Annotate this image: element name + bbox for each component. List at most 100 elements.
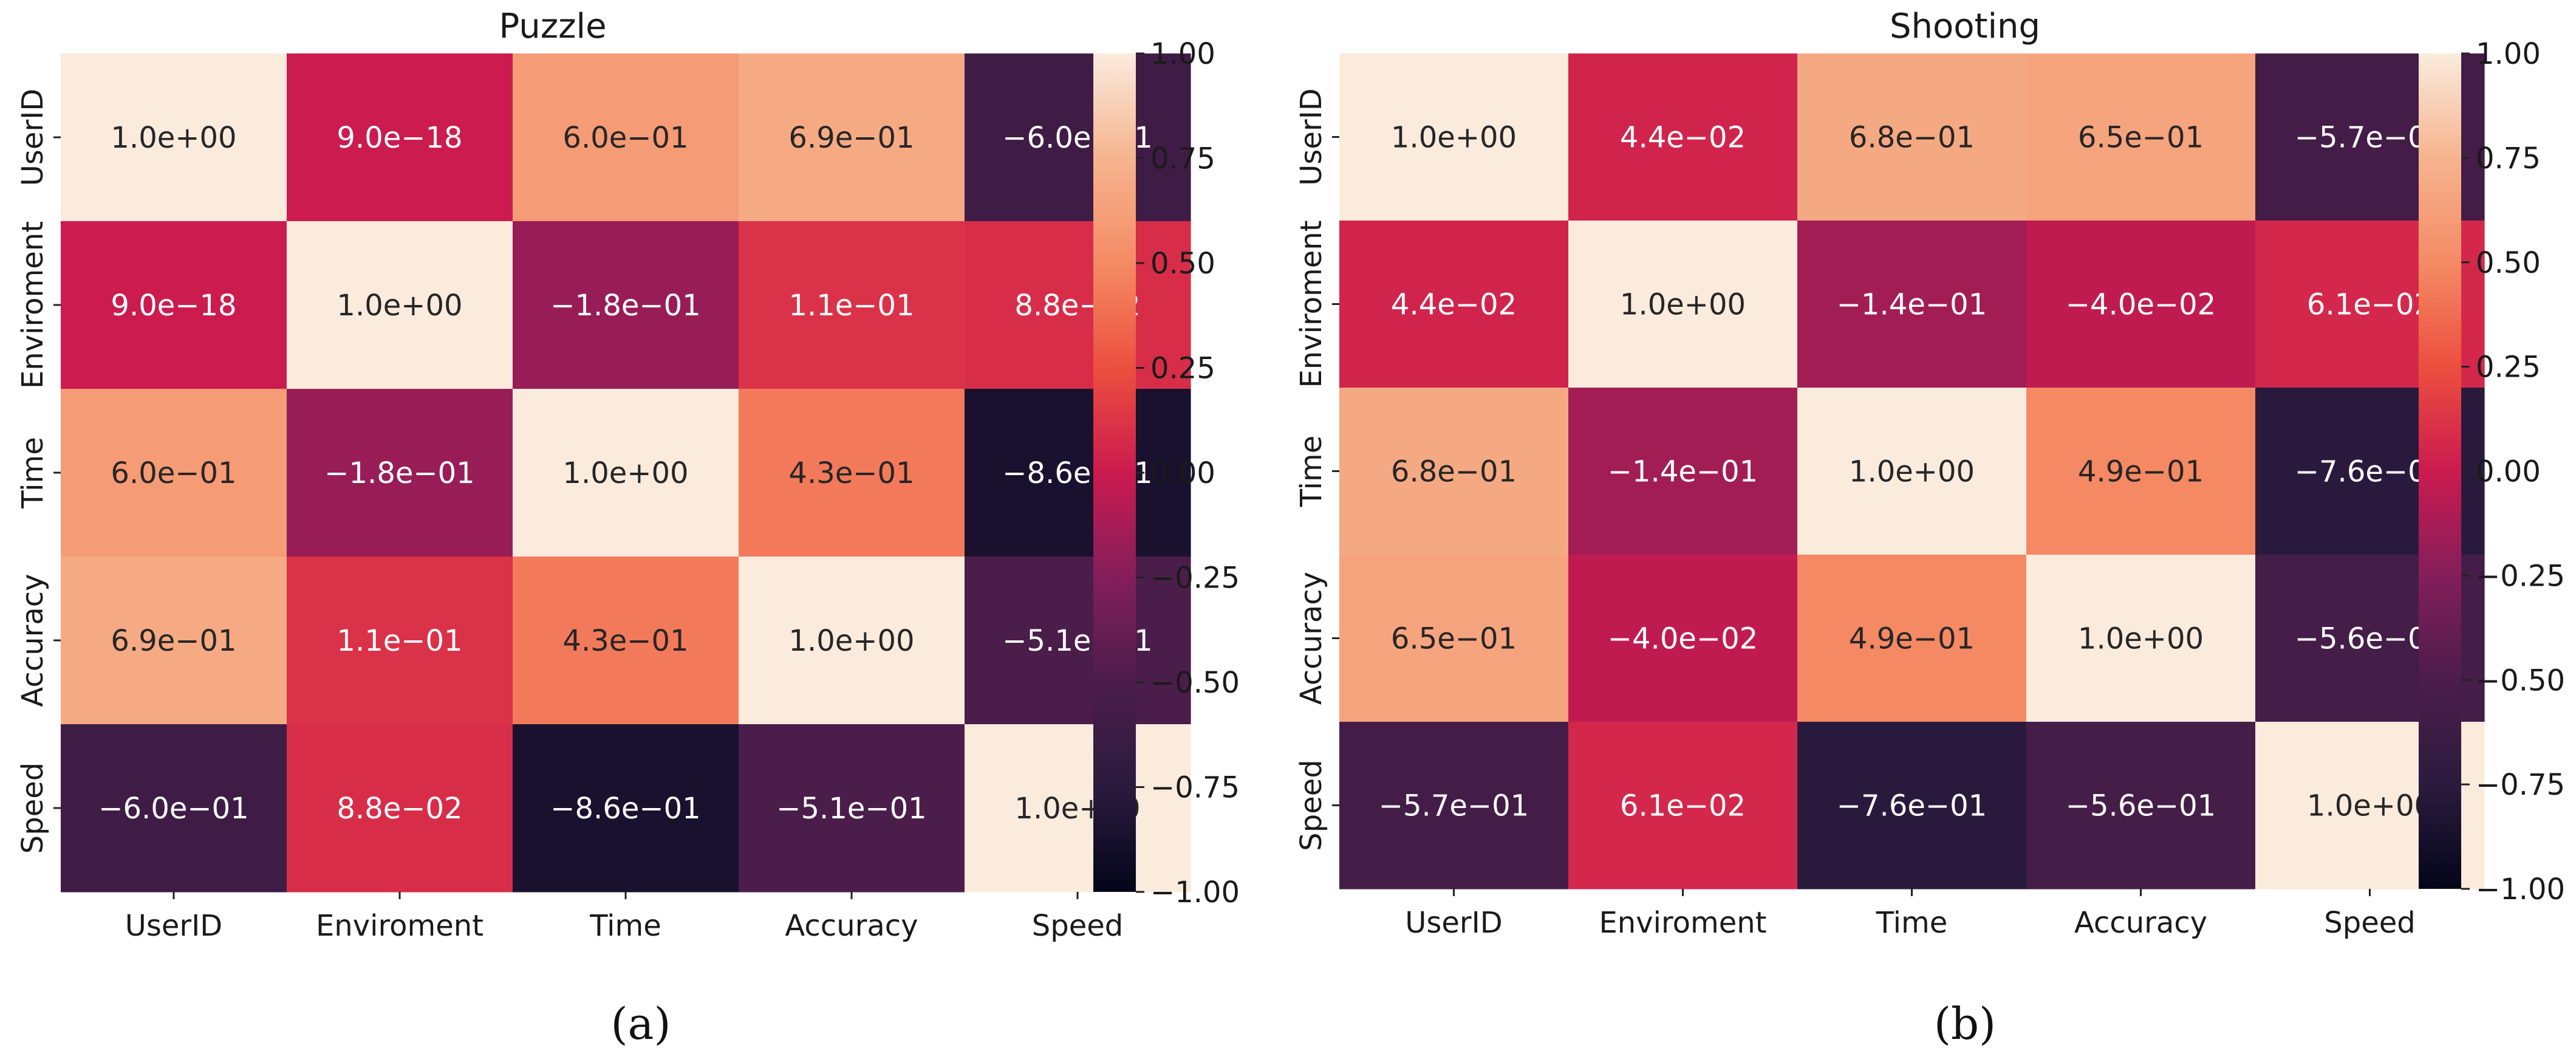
x-tick-label-3: Accuracy xyxy=(785,909,918,943)
colorbar-tick-label-7: −0.75 xyxy=(2476,768,2565,802)
cell-value-label-r0-c0: 1.0e+00 xyxy=(111,121,236,155)
heatmap-cell-r1-c3 xyxy=(739,221,965,389)
y-tick-labels: UserID Enviroment Time Accuracy Speed xyxy=(16,89,61,854)
heatmap-cell-r1-c2 xyxy=(1797,221,2027,388)
cell-value-label-r3-c3: 1.0e+00 xyxy=(788,624,914,658)
cell-value-label-r0-c2: 6.8e−01 xyxy=(1849,121,1975,155)
cell-value-label-r0-c3: 6.9e−01 xyxy=(788,121,914,155)
x-tick-label-4: Speed xyxy=(1032,909,1123,943)
heatmap-cell-r1-c3 xyxy=(2026,221,2256,388)
colorbar-tick-label-1: 0.75 xyxy=(1150,142,1215,176)
x-tick-label-3: Accuracy xyxy=(2074,906,2207,940)
heatmap-cell-r0-c2 xyxy=(513,53,739,222)
y-tick-label-4: Speed xyxy=(16,762,50,854)
heatmap-cell-r2-c4 xyxy=(965,389,1191,557)
colorbar-tick-label-7: −0.75 xyxy=(1150,771,1240,805)
cell-value-label-r4-c0: −6.0e−01 xyxy=(98,792,248,826)
heatmap-cell-r0-c3 xyxy=(2026,53,2256,221)
heatmap-cell-r2-c1 xyxy=(287,389,513,557)
heatmap-cell-r1-c1 xyxy=(1568,221,1798,388)
heatmap-panel-shooting: Shooting 1.0e+00 4.4e−02 6.8e−01 6.5e−01 −5.… xyxy=(1294,7,2565,1049)
x-tick-label-2: Time xyxy=(589,909,661,943)
cell-value-label-r0-c3: 6.5e−01 xyxy=(2078,121,2204,155)
colorbar-gradient xyxy=(1093,53,1136,892)
heatmap-cell-r1-c4 xyxy=(965,221,1191,389)
cell-value-label-r4-c3: −5.6e−01 xyxy=(2066,789,2216,823)
cell-value-label-r2-c0: 6.0e−01 xyxy=(111,456,236,490)
heatmap-cell-r2-c3 xyxy=(2026,388,2256,555)
cell-value-label-r3-c3: 1.0e+00 xyxy=(2078,622,2204,656)
cell-value-label-r0-c2: 6.0e−01 xyxy=(562,121,688,155)
heatmap-cell-r0-c1 xyxy=(1568,53,1798,221)
heatmap-cells: 1.0e+00 9.0e−18 6.0e−01 6.9e−01 −6.0e−01 9.0e… xyxy=(61,53,1191,892)
heatmap-cell-r2-c3 xyxy=(739,389,965,557)
heatmap-cell-r0-c3 xyxy=(739,53,965,222)
cell-value-label-r1-c2: −1.4e−01 xyxy=(1837,288,1987,322)
heatmap-cell-r0-c0 xyxy=(61,53,287,222)
heatmap-cell-r4-c3 xyxy=(2026,722,2256,889)
heatmap-cell-r4-c1 xyxy=(1568,722,1798,889)
heatmap-panel-puzzle: Puzzle 1.0e+00 9.0e−18 6.0e−01 6.9e−01 −6.0e… xyxy=(16,7,1240,1049)
caption-b: (b) xyxy=(1934,998,1996,1049)
heatmap-cell-r4-c2 xyxy=(1797,722,2027,889)
colorbar-tick-label-8: −1.00 xyxy=(1150,875,1240,910)
y-tick-label-0: UserID xyxy=(16,89,50,187)
y-tick-labels: UserID Enviroment Time Accuracy Speed xyxy=(1294,88,1339,851)
colorbar: 1.00 0.75 0.50 0.25 0.00 −0.25 −0.50 −0.75 −1.00 xyxy=(2419,37,2565,906)
colorbar-gradient xyxy=(2419,53,2461,889)
x-tick-label-1: Enviroment xyxy=(316,909,483,943)
x-tick-label-1: Enviroment xyxy=(1599,906,1766,940)
cell-value-label-r2-c3: 4.9e−01 xyxy=(2078,455,2204,489)
caption-a: (a) xyxy=(610,998,671,1049)
chart-title: Shooting xyxy=(1890,7,2040,46)
cell-value-label-r2-c2: 1.0e+00 xyxy=(1849,455,1975,489)
heatmap-cell-r3-c3 xyxy=(2026,555,2256,722)
heatmap-cell-r4-c0 xyxy=(61,724,287,892)
x-tick-label-0: UserID xyxy=(1405,906,1503,940)
heatmap-cell-r4-c3 xyxy=(739,724,965,892)
heatmap-cell-r0-c4 xyxy=(965,53,1191,222)
cell-value-label-r4-c1: 8.8e−02 xyxy=(337,792,462,826)
cell-value-label-r3-c0: 6.9e−01 xyxy=(111,624,236,658)
heatmap-cell-r3-c4 xyxy=(965,557,1191,725)
colorbar-tick-label-4: 0.00 xyxy=(1150,456,1215,490)
cell-value-label-r2-c1: −1.4e−01 xyxy=(1608,455,1758,489)
colorbar-tick-label-6: −0.50 xyxy=(1150,666,1240,700)
x-tick-label-4: Speed xyxy=(2324,906,2415,940)
cell-value-label-r4-c2: −8.6e−01 xyxy=(550,792,700,826)
heatmap-cell-r3-c3 xyxy=(739,557,965,725)
cell-value-label-r1-c2: −1.8e−01 xyxy=(550,289,700,323)
colorbar-tick-label-1: 0.75 xyxy=(2476,142,2541,176)
colorbar-tick-label-6: −0.50 xyxy=(2476,663,2565,697)
cell-value-label-r0-c1: 9.0e−18 xyxy=(337,121,462,155)
x-tick-label-2: Time xyxy=(1876,906,1947,940)
heatmap-cell-r3-c2 xyxy=(513,557,739,725)
cell-value-label-r4-c3: −5.1e−01 xyxy=(776,792,926,826)
heatmap-cell-r1-c0 xyxy=(1339,221,1569,388)
cell-value-label-r2-c3: 4.3e−01 xyxy=(788,456,914,490)
heatmap-cell-r2-c2 xyxy=(1797,388,2027,555)
x-tick-label-0: UserID xyxy=(125,909,223,943)
cell-value-label-r2-c1: −1.8e−01 xyxy=(324,456,474,490)
cell-value-label-r4-c1: 6.1e−02 xyxy=(1620,789,1746,823)
heatmap-cell-r4-c4 xyxy=(965,724,1191,892)
cell-value-label-r1-c1: 1.0e+00 xyxy=(1620,288,1746,322)
cell-value-label-r3-c1: 1.1e−01 xyxy=(337,624,462,658)
y-tick-label-2: Time xyxy=(16,437,50,509)
heatmap-cell-r4-c0 xyxy=(1339,722,1569,889)
heatmap-cell-r1-c1 xyxy=(287,221,513,389)
colorbar-ticks: 1.00 0.75 0.50 0.25 0.00 −0.25 −0.50 −0.75 −1.00 xyxy=(1136,37,1240,910)
cell-value-label-r1-c3: −4.0e−02 xyxy=(2066,288,2216,322)
cell-value-label-r4-c0: −5.7e−01 xyxy=(1379,789,1529,823)
x-tick-labels: UserID Enviroment Time Accuracy Speed xyxy=(125,892,1123,943)
colorbar-tick-label-5: −0.25 xyxy=(1150,561,1240,595)
cell-value-label-r1-c0: 4.4e−02 xyxy=(1391,288,1517,322)
colorbar-tick-label-3: 0.25 xyxy=(2476,351,2541,385)
heatmap-cell-r2-c0 xyxy=(61,389,287,557)
heatmap-cell-r2-c0 xyxy=(1339,388,1569,555)
heatmap-cell-r3-c1 xyxy=(1568,555,1798,722)
heatmap-cell-r3-c2 xyxy=(1797,555,2027,722)
colorbar-tick-label-0: 1.00 xyxy=(1150,37,1215,71)
heatmap-cells: 1.0e+00 4.4e−02 6.8e−01 6.5e−01 −5.7e−01 4.4e… xyxy=(1339,53,2485,889)
cell-value-label-r1-c4: 6.1e−02 xyxy=(2307,288,2433,322)
